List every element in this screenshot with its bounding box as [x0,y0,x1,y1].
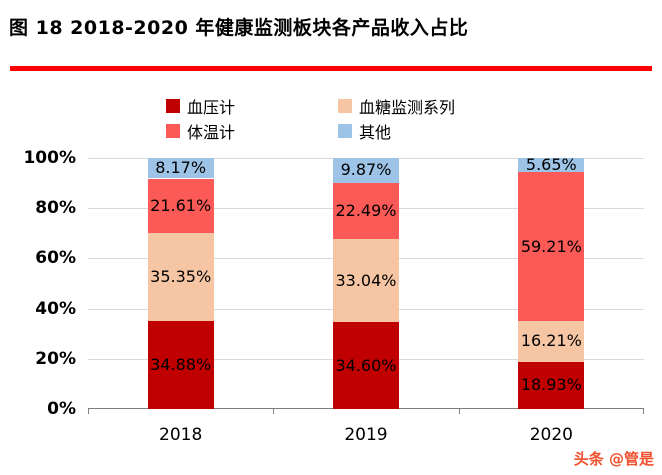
y-tick-label: 100% [23,148,76,168]
bar-segment-label: 59.21% [520,236,582,256]
bar-2019: 34.60% 33.04% 22.49% 9.87% [333,158,399,409]
y-tick-label: 20% [35,348,76,369]
legend-item: 血压计 [166,96,338,117]
x-tick-label: 2020 [529,425,573,445]
bar-segment-label: 18.93% [520,375,582,395]
legend-label: 血压计 [187,97,236,117]
legend-item: 体温计 [166,121,338,142]
legend-swatch [166,98,180,113]
y-tick-label: 0% [47,399,76,419]
x-axis-tick [273,409,275,414]
x-tick-label: 2019 [344,425,388,445]
bar-segment: 34.88% [147,321,214,409]
legend-swatch [338,123,352,138]
y-tick-label: 80% [35,198,76,219]
bar-segment: 35.35% [147,232,214,322]
legend-label: 其他 [359,122,392,142]
bar-segment: 22.49% [333,182,399,240]
legend-label: 体温计 [187,122,236,142]
x-tick-label: 2018 [159,425,203,445]
legend-item: 血糖监测系列 [338,96,456,117]
y-axis: 100% 80% 60% 40% 20% 0% [0,148,80,419]
x-axis-tick [643,409,644,414]
chart-legend: 血压计 血糖监测系列体温计 其他 [166,96,456,142]
bar-segment: 18.93% [518,361,585,409]
chart-plot: 34.88% 35.35% 21.61% 8.17% 2018 34.60% 33.04% 2… [88,155,644,445]
bar-segment: 59.21% [518,172,585,321]
page-title: 图 18 2018-2020 年健康监测板块各产品收入占比 [9,17,469,39]
bar-segment-label: 16.21% [520,331,582,351]
bar-segment-label: 22.49% [335,201,397,221]
bar-segment-label: 5.65% [525,155,577,175]
bar-segment: 21.61% [147,178,214,233]
bar-segment: 33.04% [333,239,399,323]
bar-segment-label: 9.87% [340,160,392,180]
legend-item: 其他 [338,121,455,142]
bar-segment-label: 21.61% [150,195,212,215]
legend-label: 血糖监测系列 [359,97,456,117]
bar-segment: 34.60% [333,322,399,409]
legend-swatch [166,123,180,138]
bar-segment: 16.21% [518,320,585,362]
bar-segment-label: 35.35% [150,267,212,287]
bar-segment: 5.65% [518,155,585,175]
bar-2018: 34.88% 35.35% 21.61% 8.17% [147,157,214,409]
bar-segment-label: 33.04% [335,270,397,290]
y-tick-label: 40% [35,298,76,319]
bar-segment: 8.17% [147,157,214,179]
y-tick-label: 60% [35,248,76,269]
bar-segment-label: 8.17% [155,158,207,178]
bar-segment-label: 34.88% [150,355,212,375]
legend-swatch [338,98,352,113]
bar-segment: 9.87% [333,158,399,183]
x-axis-tick [458,409,460,414]
bar-2020: 18.93% 16.21% 59.21% 5.65% [518,155,585,409]
title-rule [10,66,652,71]
bar-segment-label: 34.60% [335,355,397,375]
x-axis-tick [88,409,89,414]
watermark-text: 头条 @管是 [573,450,654,468]
